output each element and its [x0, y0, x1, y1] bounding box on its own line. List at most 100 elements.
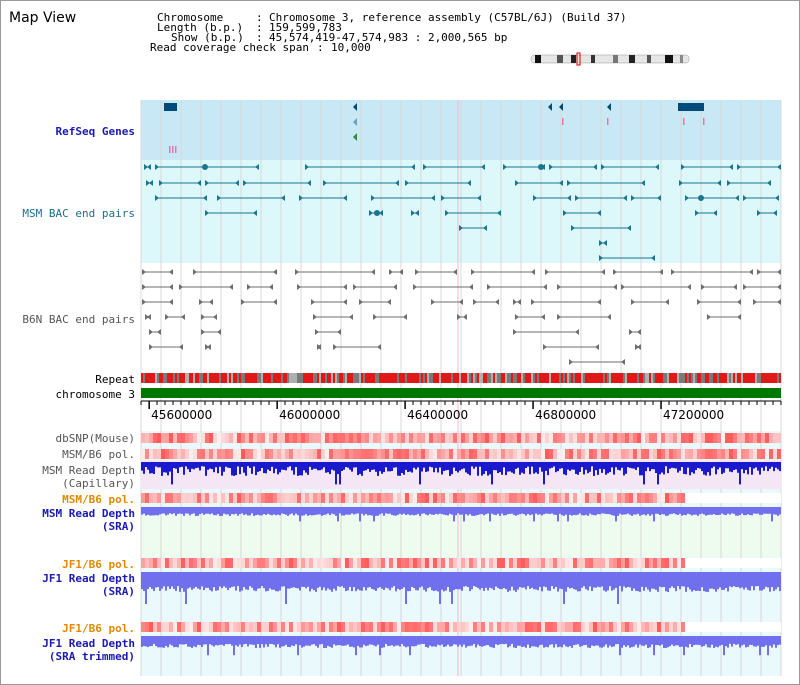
msm-bac-pair-end	[411, 210, 415, 216]
jf1-b6-pol-2-cell	[305, 622, 309, 632]
msm-b6-pol-2-cell	[149, 493, 153, 503]
axis-tick-label: 46400000	[407, 408, 469, 422]
msm-sra-depth-bar	[219, 507, 221, 516]
msm-b6-pol-cell	[765, 449, 769, 459]
msm-capillary-depth-bar	[413, 462, 415, 468]
b6n-bac-pair-end	[247, 284, 251, 290]
jf1-sra-depth-bar	[621, 572, 623, 592]
repeat-segment	[209, 373, 211, 383]
repeat-segment	[365, 373, 367, 383]
msm-capillary-depth-bar	[239, 462, 241, 475]
msm-sra-depth-bar	[667, 507, 669, 516]
jf1-sra-depth-bar	[517, 572, 519, 590]
msm-b6-pol-cell	[217, 449, 221, 459]
jf1-sra-depth-bar	[321, 572, 323, 591]
repeat-segment	[415, 373, 417, 383]
jf1-b6-pol-2-cell	[525, 622, 529, 632]
b6n-bac-pair-end	[777, 269, 781, 275]
msm-sra-depth-bar	[559, 507, 561, 514]
msm-capillary-depth-bar	[459, 462, 461, 471]
b6n-bac-pair-end	[737, 314, 741, 320]
jf1-sra-depth-bar	[241, 572, 243, 591]
jf1-b6-pol-cell	[677, 558, 681, 568]
dbsnp-cell	[725, 433, 729, 443]
msm-sra-depth-bar	[399, 507, 401, 514]
dbsnp-cell	[313, 433, 317, 443]
msm-capillary-depth-bar	[151, 462, 153, 474]
jf1-b6-pol-cell	[465, 558, 469, 568]
msm-capillary-depth-bar	[205, 462, 207, 476]
msm-b6-pol-2-cell	[249, 493, 253, 503]
msm-b6-pol-cell	[749, 449, 753, 459]
repeat-segment	[241, 373, 243, 383]
msm-b6-pol-2-cell	[333, 493, 337, 503]
jf1-sra-depth-bar	[483, 572, 485, 591]
jf1-trimmed-depth-bar	[175, 636, 177, 648]
jf1-sra-depth-bar	[501, 572, 503, 590]
jf1-sra-depth-bar	[659, 572, 661, 587]
jf1-trimmed-depth-bar	[627, 636, 629, 646]
jf1-sra-depth-bar	[381, 572, 383, 589]
dbsnp-cell	[509, 433, 513, 443]
b6n-bac-pair-end	[701, 284, 705, 290]
jf1-b6-pol-2-cell	[445, 622, 449, 632]
msm-b6-pol-cell	[333, 449, 337, 459]
repeat-segment	[651, 373, 653, 383]
jf1-b6-pol-cell	[513, 558, 517, 568]
jf1-sra-depth-bar	[379, 572, 381, 588]
msm-capillary-depth-bar	[681, 462, 683, 468]
msm-b6-pol-cell	[321, 449, 325, 459]
msm-sra-depth-bar	[473, 507, 475, 516]
msm-b6-pol-cell	[345, 449, 349, 459]
jf1-sra-depth-bar	[315, 572, 317, 592]
msm-capillary-depth-bar	[713, 462, 715, 467]
msm-b6-pol-cell	[477, 449, 481, 459]
jf1-b6-pol-2-cell	[393, 622, 397, 632]
jf1-sra-depth-bar	[597, 572, 599, 587]
jf1-sra-depth-bar	[449, 572, 451, 592]
msm-capillary-depth-bar	[733, 462, 735, 471]
b6n-bac-pair-end	[142, 284, 146, 290]
jf1-b6-pol-2-cell	[653, 622, 657, 632]
msm-capillary-depth-bar	[603, 462, 605, 470]
jf1-sra-depth-bar	[589, 572, 591, 587]
jf1-b6-pol-2-cell	[441, 622, 445, 632]
msm-capillary-depth-bar	[693, 462, 695, 474]
repeat-segment	[313, 373, 315, 383]
jf1-trimmed-depth-bar	[183, 636, 185, 645]
repeat-segment	[223, 373, 225, 383]
jf1-sra-depth-bar	[309, 572, 311, 592]
msm-b6-pol-2-cell	[417, 493, 421, 503]
jf1-trimmed-depth-bar	[743, 636, 745, 645]
msm-capillary-depth-bar	[443, 462, 445, 471]
msm-bac-pair-end	[773, 210, 777, 216]
b6n-bac-pair-end	[371, 269, 375, 275]
msm-bac-pair-end	[205, 180, 209, 186]
repeat-segment	[279, 373, 281, 383]
msm-b6-pol-cell	[637, 449, 641, 459]
msm-b6-pol-cell	[241, 449, 245, 459]
msm-bac-pair-end	[411, 164, 415, 170]
jf1-b6-pol-2-cell	[169, 622, 173, 632]
msm-b6-pol-cell	[213, 449, 217, 459]
jf1-sra-depth-bar	[323, 572, 325, 588]
jf1-trimmed-depth-bar	[181, 636, 183, 645]
msm-capillary-depth-bar	[657, 462, 659, 485]
jf1-sra-depth-bar	[181, 572, 183, 589]
repeat-segment	[335, 373, 337, 383]
jf1-trimmed-depth-bar	[443, 636, 445, 648]
msm-capillary-depth-bar	[579, 462, 581, 472]
msm-sra-depth-bar	[573, 507, 575, 515]
dbsnp-cell	[337, 433, 341, 443]
jf1-sra-depth-bar	[563, 572, 565, 604]
jf1-trimmed-depth-bar	[177, 636, 179, 648]
repeat-segment	[159, 373, 161, 383]
msm-capillary-depth-bar	[739, 462, 741, 485]
jf1-trimmed-depth-bar	[437, 636, 439, 645]
msm-sra-depth-bar	[477, 507, 479, 515]
msm-capillary-depth-bar	[757, 462, 759, 471]
dbsnp-cell	[341, 433, 345, 443]
b6n-bac-pair-end	[207, 344, 211, 350]
jf1-trimmed-depth-bar	[357, 636, 359, 646]
